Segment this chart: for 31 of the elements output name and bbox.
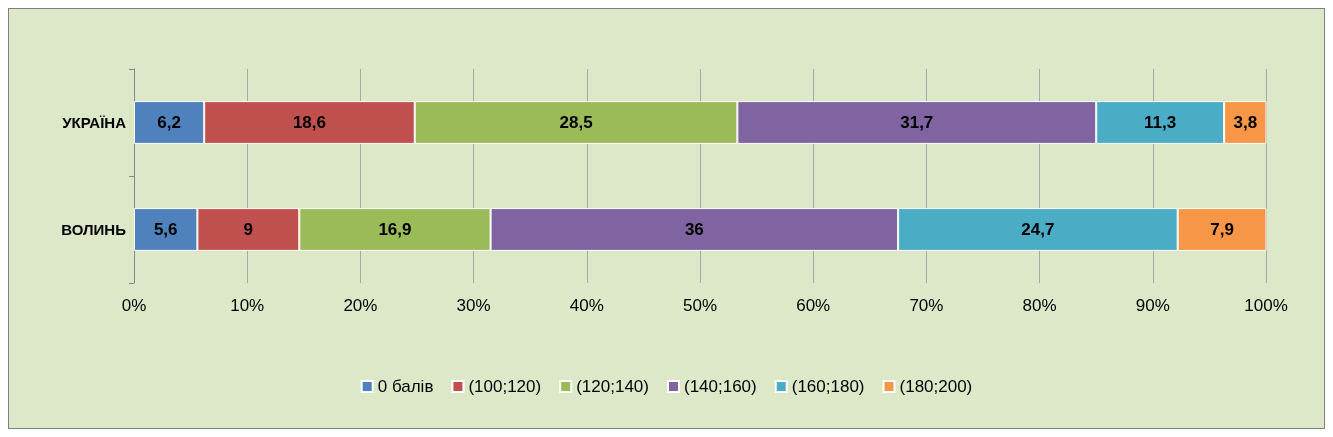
legend-label: (160;180) xyxy=(791,377,865,396)
x-tick-label: 70% xyxy=(909,296,944,315)
data-label: 16,9 xyxy=(378,220,412,239)
x-tick-label: 90% xyxy=(1135,296,1170,315)
x-tick-label: 40% xyxy=(569,296,604,315)
legend-label: (180;200) xyxy=(899,377,973,396)
data-label: 9 xyxy=(243,220,254,239)
data-label: 28,5 xyxy=(559,113,593,132)
data-label: 6,2 xyxy=(157,113,181,132)
data-label: 36 xyxy=(684,220,704,239)
legend-label: (140;160) xyxy=(683,377,757,396)
legend-label: 0 балів xyxy=(377,377,434,396)
x-tick-label: 0% xyxy=(121,296,147,315)
data-label: 24,7 xyxy=(1021,220,1055,239)
y-tick-label: ВОЛИНЬ xyxy=(61,221,127,238)
data-label: 31,7 xyxy=(900,113,934,132)
x-tick-label: 50% xyxy=(682,296,718,315)
data-label: 5,6 xyxy=(153,220,178,239)
x-tick-label: 10% xyxy=(230,296,265,315)
y-tick-label: УКРАЇНА xyxy=(62,114,127,131)
x-tick-label: 20% xyxy=(343,296,378,315)
x-tick-label: 30% xyxy=(456,296,491,315)
data-label: 18,6 xyxy=(292,113,327,132)
data-label: 11,3 xyxy=(1144,113,1177,132)
data-label: 7,9 xyxy=(1210,220,1234,239)
x-tick-label: 100% xyxy=(1244,296,1288,315)
data-label: 3,8 xyxy=(1233,113,1258,132)
x-tick-label: 60% xyxy=(796,296,831,315)
legend-label: (120;140) xyxy=(576,377,649,396)
x-tick-label: 80% xyxy=(1022,296,1057,315)
legend-label: (100;120) xyxy=(468,377,542,396)
